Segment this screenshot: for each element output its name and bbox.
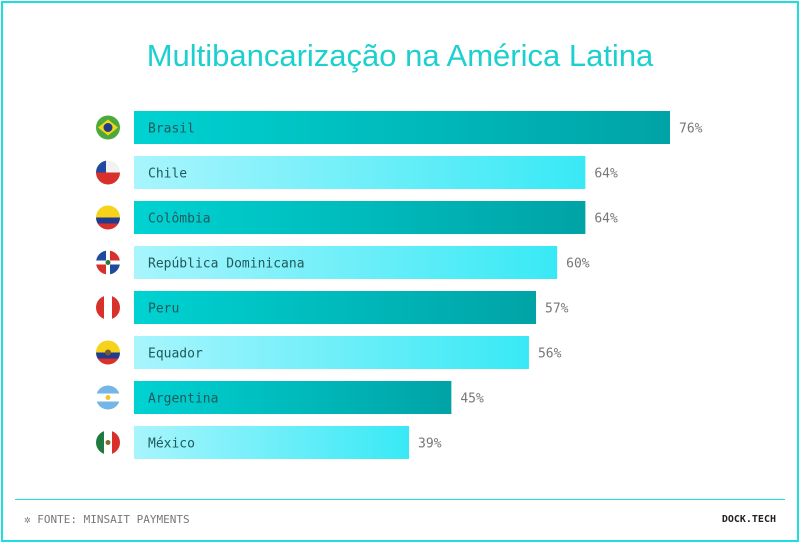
- bar-category-label: Equador: [148, 347, 203, 362]
- bar: [134, 291, 536, 324]
- bar-value-label: 60%: [566, 257, 590, 272]
- brazil-flag-icon: [96, 115, 120, 140]
- mexico-flag-icon: [96, 430, 120, 455]
- chile-flag-icon: [96, 160, 120, 185]
- bar-value-label: 56%: [538, 347, 562, 362]
- source-text: FONTE: MINSAIT PAYMENTS: [37, 513, 190, 526]
- chart-title: Multibancarização na América Latina: [146, 38, 654, 73]
- bar: [134, 111, 670, 144]
- bar: [134, 381, 452, 414]
- bar-category-label: República Dominicana: [148, 257, 305, 272]
- argentina-flag-icon: [96, 385, 120, 410]
- bar-category-label: Brasil: [148, 122, 195, 137]
- bar: [134, 426, 410, 459]
- bar: [134, 156, 586, 189]
- bar: [134, 246, 558, 279]
- bar-category-label: Chile: [148, 167, 187, 182]
- source-note: ✲ FONTE: MINSAIT PAYMENTS: [24, 513, 190, 526]
- bar: [134, 336, 529, 369]
- bar-category-label: México: [148, 437, 195, 452]
- peru-flag-icon: [96, 295, 120, 320]
- asterisk-icon: ✲: [24, 513, 38, 526]
- bar-value-label: 64%: [594, 167, 618, 182]
- bar-value-label: 76%: [679, 122, 703, 137]
- bar-category-label: Peru: [148, 302, 179, 317]
- bar-value-label: 64%: [594, 212, 618, 227]
- ecuador-flag-icon: [96, 340, 120, 365]
- bar-category-label: Argentina: [148, 392, 218, 407]
- bar-value-label: 45%: [460, 392, 484, 407]
- colombia-flag-icon: [96, 205, 120, 230]
- bar-category-label: Colômbia: [148, 212, 211, 227]
- footer-divider: [15, 499, 785, 500]
- bar: [134, 201, 586, 234]
- dominican-republic-flag-icon: [96, 250, 120, 275]
- brand-label: DOCK.TECH: [721, 514, 776, 525]
- bar-value-label: 57%: [545, 302, 569, 317]
- bar-value-label: 39%: [418, 437, 442, 452]
